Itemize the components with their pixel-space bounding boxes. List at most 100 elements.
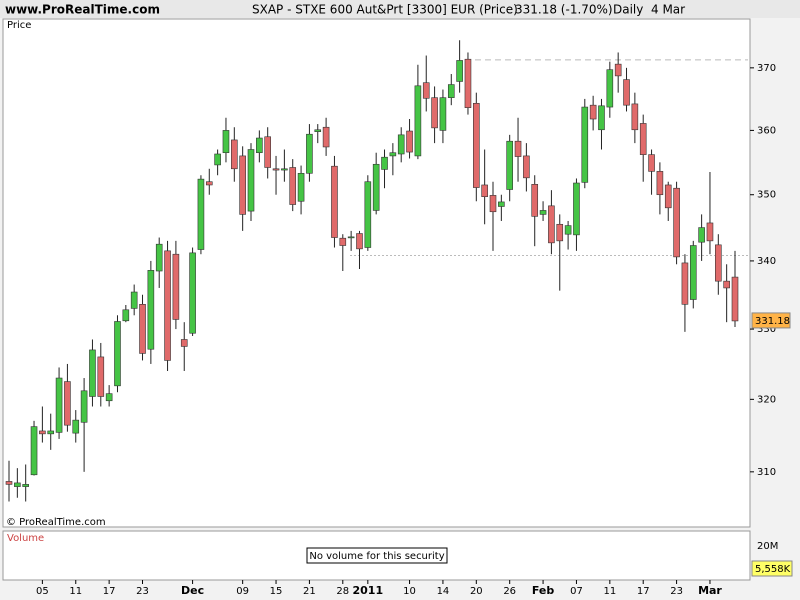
candle-body [464, 58, 472, 108]
candle-body [456, 60, 463, 82]
x-tick-label: 20 [470, 586, 483, 597]
y-tick-label: 360 [757, 125, 776, 136]
candle-body [623, 79, 630, 106]
candle-body [322, 126, 330, 148]
x-tick-label: 15 [270, 586, 283, 597]
y-tick-label: 330 [757, 324, 776, 335]
candle-body [489, 195, 497, 213]
candle-body [573, 182, 580, 236]
candle-body [539, 210, 547, 215]
candle-body [314, 129, 322, 132]
title: SXAP - STXE 600 Aut&Prt [3300] EUR (Pric… [252, 3, 518, 17]
candle-body [731, 276, 739, 322]
candle-body [114, 321, 121, 387]
candle-body [422, 82, 430, 99]
price-panel [2, 18, 751, 528]
x-tick-label: 14 [437, 586, 450, 597]
candle-body [5, 481, 13, 485]
x-tick-label: 11 [69, 586, 82, 597]
x-tick-label: 21 [303, 586, 316, 597]
candle-body [531, 184, 539, 217]
x-tick-label: Mar [698, 584, 722, 597]
x-tick-label: Dec [181, 584, 204, 597]
candle-body [122, 309, 130, 322]
candle-body [214, 153, 221, 166]
candle-body [180, 339, 188, 347]
candle-body [139, 304, 146, 354]
candle-body [39, 430, 46, 435]
period: Daily 4 Mar [613, 3, 685, 17]
candle-body [289, 167, 297, 205]
candle-body [431, 97, 438, 129]
candle-body [89, 349, 96, 397]
candle-body [639, 123, 647, 155]
last-price-box [751, 312, 791, 329]
panel-label: Price [7, 20, 31, 31]
candle-body [231, 139, 238, 170]
x-tick-label: 2011 [353, 584, 384, 597]
candle-body [306, 133, 313, 174]
candle-body [189, 252, 196, 334]
site: www.ProRealTime.com [5, 3, 160, 17]
x-tick-label: Feb [532, 584, 555, 597]
y-tick-label: 340 [757, 256, 776, 267]
last-price: 331.18 [755, 316, 790, 327]
candle-body [581, 106, 589, 183]
candle-body [506, 140, 513, 190]
y-tick-label: 350 [757, 190, 776, 201]
volume-tick: 20M [757, 541, 778, 552]
candle-body [272, 168, 280, 171]
x-tick-label: 11 [603, 586, 616, 597]
candle-body [606, 69, 614, 108]
candle-body [339, 237, 347, 246]
x-tick-label: 28 [336, 586, 349, 597]
candle-body [105, 393, 113, 402]
candle-body [247, 149, 255, 212]
volume-last-box [751, 560, 793, 577]
candle-body [256, 137, 263, 154]
candle-body [564, 225, 572, 235]
candle-body [648, 154, 655, 172]
candle-body [706, 222, 714, 242]
candle-body [205, 181, 213, 186]
copyright: © ProRealTime.com [6, 517, 106, 528]
candle-body [55, 377, 63, 433]
candle-body [397, 134, 405, 155]
candle-body [72, 419, 80, 434]
candle-body [414, 85, 422, 157]
candle-body [689, 245, 697, 300]
candle-body [22, 484, 29, 487]
candle-body [589, 104, 597, 120]
candle-body [715, 244, 722, 282]
candle-body [147, 270, 155, 350]
candle-body [406, 130, 413, 153]
candle-body [614, 63, 622, 77]
candle-body [197, 178, 205, 250]
candle-body [364, 181, 372, 248]
y-tick-label: 370 [757, 63, 776, 74]
x-tick-label: 23 [136, 586, 149, 597]
candle-body [556, 223, 564, 242]
candle-body [356, 233, 363, 250]
candle-body [481, 184, 488, 197]
x-tick-label: 05 [36, 586, 49, 597]
candle-body [130, 291, 138, 309]
candle-body [523, 155, 530, 179]
x-tick-label: 23 [670, 586, 683, 597]
candle-body [498, 201, 505, 207]
x-tick-label: 17 [637, 586, 650, 597]
candle-body [447, 84, 455, 98]
candle-body [473, 102, 480, 188]
candle-body [331, 165, 338, 238]
x-tick-label: 26 [503, 586, 516, 597]
candle-body [80, 390, 88, 423]
candle-body [347, 236, 355, 239]
candle-body [439, 97, 447, 131]
x-tick-label: 10 [403, 586, 416, 597]
candle-body [656, 171, 664, 196]
volume-last: 5,558K [755, 564, 791, 575]
x-tick-label: 09 [236, 586, 249, 597]
candle-body [155, 243, 163, 272]
candle-body [514, 140, 522, 157]
